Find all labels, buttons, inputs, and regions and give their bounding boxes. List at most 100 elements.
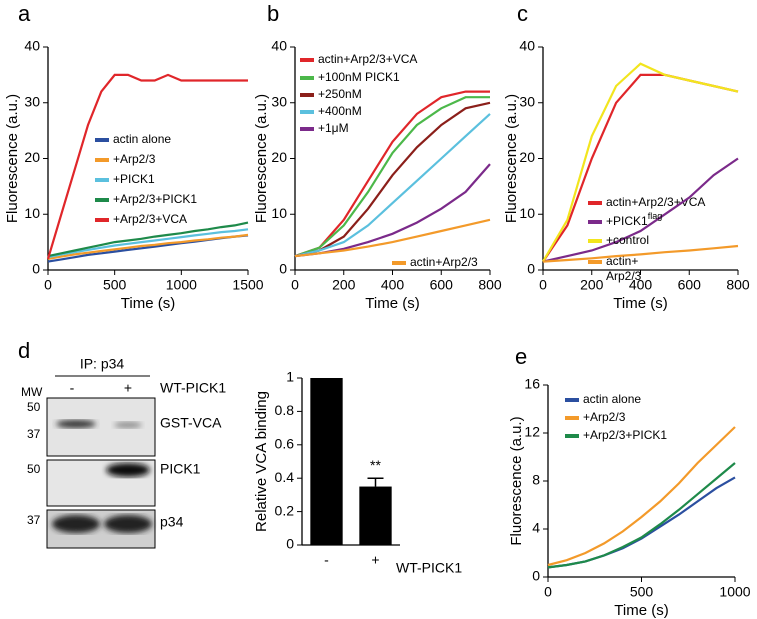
y-tick-label: 20 xyxy=(519,149,535,165)
panel-label: e xyxy=(515,344,527,369)
legend-label: +Arp2/3 xyxy=(583,410,626,424)
band xyxy=(104,515,152,533)
y-tick-label: 0 xyxy=(532,568,540,584)
y-tick-label: 10 xyxy=(519,205,535,221)
x-axis-title: Time (s) xyxy=(121,295,175,312)
y-tick-label: 20 xyxy=(24,149,40,165)
legend-line: +PICK1 xyxy=(606,214,648,228)
data-line xyxy=(47,234,249,263)
legend-superscript: flag xyxy=(648,211,663,221)
data-line xyxy=(294,113,491,258)
legend-line: actin+ xyxy=(606,254,638,268)
x-tick-label: 1500 xyxy=(232,277,263,293)
legend-label: +PICK1flag xyxy=(606,211,662,228)
x-axis-title: Time (s) xyxy=(365,295,419,312)
y-tick-label: 30 xyxy=(271,93,287,109)
legend-label: +Arp2/3 xyxy=(113,152,156,166)
data-line xyxy=(294,96,490,258)
bar xyxy=(310,378,343,545)
legend-label: actin+Arp2/3 xyxy=(606,254,642,283)
y-tick-label: 0.8 xyxy=(275,402,295,418)
western-blot: d IP: p34 - + WT-PICK1 MW 50 37 50 37 GS… xyxy=(18,338,226,549)
band xyxy=(114,422,142,428)
y-tick-label: 8 xyxy=(532,472,540,488)
data-line xyxy=(542,62,739,263)
x-tick-label: 0 xyxy=(544,584,552,600)
row-label: p34 xyxy=(160,514,184,530)
legend-label: +1μM xyxy=(318,121,349,135)
x-tick-label: 500 xyxy=(103,277,127,293)
data-line xyxy=(47,228,249,259)
legend-label: +100nM PICK1 xyxy=(318,70,400,84)
x-tick-label: 600 xyxy=(430,277,454,293)
legend-label: actin+Arp2/3+VCA xyxy=(318,52,417,66)
x-tick-label: 0 xyxy=(44,277,52,293)
legend-label: +400nM xyxy=(318,104,362,118)
y-tick-label: 0.6 xyxy=(275,436,295,452)
x-tick-label: 400 xyxy=(381,277,405,293)
data-line xyxy=(47,233,249,260)
data-line xyxy=(47,221,249,258)
mw-marker: 37 xyxy=(27,513,41,527)
x-tick-label: 1000 xyxy=(166,277,197,293)
legend-label: +Arp2/3+VCA xyxy=(113,212,187,226)
legend-label: +Arp2/3+PICK1 xyxy=(113,192,197,206)
y-axis-title: Fluorescence (a.u.) xyxy=(508,416,525,545)
bar xyxy=(359,486,392,545)
legend-label: +250nM xyxy=(318,87,362,101)
panel-label: d xyxy=(18,338,30,363)
mw-label: MW xyxy=(21,385,43,399)
y-axis-title: Fluorescence (a.u.) xyxy=(253,94,270,223)
y-tick-label: 0.4 xyxy=(275,469,295,485)
panel-label: b xyxy=(267,1,279,26)
mw-marker: 37 xyxy=(27,427,41,441)
y-tick-label: 12 xyxy=(524,424,540,440)
row-label: PICK1 xyxy=(160,461,201,477)
legend-label: actin alone xyxy=(583,392,641,406)
legend-label: +control xyxy=(606,233,649,247)
data-line xyxy=(46,73,248,260)
x-tick-label: 800 xyxy=(726,277,750,293)
mw-marker: 50 xyxy=(27,400,41,414)
band xyxy=(52,515,100,533)
y-tick-label: 30 xyxy=(24,93,40,109)
x-tick-label: 600 xyxy=(678,277,702,293)
y-tick-label: 4 xyxy=(532,520,540,536)
y-tick-label: 40 xyxy=(24,38,40,54)
y-tick-label: 20 xyxy=(271,149,287,165)
legend-label: +PICK1 xyxy=(113,172,155,186)
y-tick-label: 10 xyxy=(271,205,287,221)
x-tick-label: + xyxy=(371,552,379,568)
legend-label: actin alone xyxy=(113,132,171,146)
data-line xyxy=(547,426,736,567)
x-tick-label: 1000 xyxy=(719,584,750,600)
x-tick-label: 200 xyxy=(332,277,356,293)
x-tick-label: 200 xyxy=(580,277,604,293)
panel-label: a xyxy=(18,1,31,26)
y-tick-label: 0.2 xyxy=(275,502,295,518)
y-tick-label: 16 xyxy=(524,376,540,392)
lane-label: + xyxy=(124,380,132,396)
x-tick-label: 500 xyxy=(630,584,654,600)
mw-marker: 50 xyxy=(27,462,41,476)
y-tick-label: 10 xyxy=(24,205,40,221)
significance: ** xyxy=(370,457,381,473)
error-bar xyxy=(367,477,384,487)
data-line xyxy=(547,476,736,569)
y-tick-label: 0 xyxy=(279,261,287,277)
data-line xyxy=(294,101,491,258)
band xyxy=(56,420,96,428)
lane-label: - xyxy=(70,380,75,396)
lane-title: WT-PICK1 xyxy=(160,380,226,396)
x-tick-label: - xyxy=(324,552,329,568)
y-tick-label: 30 xyxy=(519,93,535,109)
data-line xyxy=(294,218,491,258)
legend-label: actin+Arp2/3+VCA xyxy=(606,195,705,209)
row-label: GST-VCA xyxy=(160,415,222,431)
legend-label: actin+Arp2/3 xyxy=(410,255,478,269)
blot-header: IP: p34 xyxy=(80,356,125,372)
band xyxy=(106,463,150,477)
x-tick-label: 400 xyxy=(629,277,653,293)
data-line xyxy=(542,157,739,263)
